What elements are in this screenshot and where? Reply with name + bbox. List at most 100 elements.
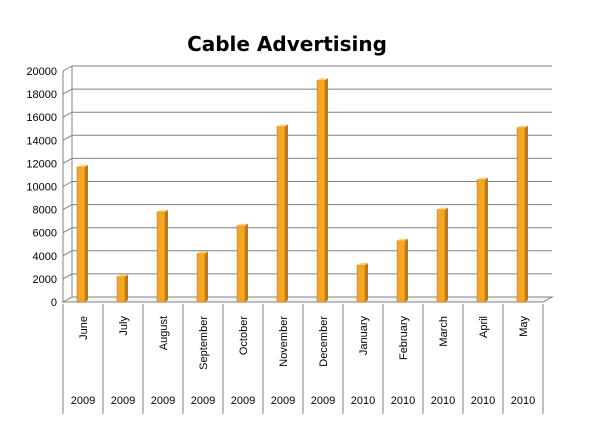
bar-front: [396, 240, 406, 303]
bar-side: [325, 78, 328, 303]
bar-side: [165, 209, 168, 302]
bar-top: [517, 125, 528, 128]
bar-side: [85, 164, 88, 302]
x-tick-label-year: 2009: [231, 395, 255, 407]
y-tick-label: 14000: [26, 135, 57, 147]
bar: [156, 209, 168, 303]
x-tick-label-month: July: [118, 316, 130, 336]
x-tick-label-month: September: [198, 316, 210, 370]
bar-top: [477, 177, 488, 180]
bar: [276, 124, 288, 303]
bar-top: [397, 238, 408, 241]
gridline-diagonal: [62, 250, 73, 257]
y-tick-label: 8000: [33, 205, 57, 217]
x-tick-label-year: 2010: [351, 395, 375, 407]
x-tick-label-year: 2009: [191, 395, 215, 407]
y-tick-label: 12000: [26, 158, 57, 170]
bar-front: [116, 276, 126, 303]
chart-floor: [61, 296, 554, 303]
x-tick-label-month: August: [158, 316, 170, 350]
bar-front: [356, 264, 366, 303]
gridline-diagonal: [62, 157, 73, 164]
bar-front: [476, 179, 486, 303]
y-tick-label: 20000: [26, 66, 57, 78]
bar-side: [485, 177, 488, 302]
bar-top: [117, 274, 128, 277]
x-axis-tick-labels: June 2009 July 2009 August 2009 September 2009 O…: [62, 304, 544, 414]
x-tick-label-month: November: [278, 316, 290, 367]
bar-front: [156, 211, 166, 303]
bar-top: [317, 78, 328, 81]
x-tick-label-year: 2009: [271, 395, 295, 407]
bar-front: [76, 166, 86, 303]
x-tick-label-month: April: [478, 316, 490, 338]
bar: [316, 78, 328, 303]
bar-front: [516, 127, 526, 303]
bar: [356, 263, 368, 303]
x-tick-label-month: June: [78, 316, 90, 340]
bar-side: [525, 125, 528, 302]
x-tick-label-month: January: [358, 316, 370, 356]
gridline-diagonal: [62, 134, 73, 141]
bar-side: [285, 124, 288, 302]
bar-top: [197, 251, 208, 254]
y-tick-label: 16000: [26, 112, 57, 124]
bar-front: [236, 225, 246, 303]
bar-side: [405, 238, 408, 302]
gridline-diagonal: [62, 65, 73, 72]
x-tick-label-year: 2009: [111, 395, 135, 407]
bar: [116, 274, 128, 303]
bar-side: [125, 274, 128, 302]
bar: [76, 164, 88, 303]
gridline-diagonal: [62, 181, 73, 187]
bar: [396, 238, 408, 303]
gridline-diagonal: [62, 273, 73, 280]
x-tick-label-year: 2009: [71, 395, 95, 407]
x-tick-label-year: 2010: [431, 395, 455, 407]
x-tick-label-month: October: [238, 316, 250, 355]
x-tick-label-month: March: [438, 316, 450, 347]
bars: [76, 78, 528, 303]
bar-side: [365, 263, 368, 302]
bar: [236, 223, 248, 303]
bar: [436, 207, 448, 303]
y-tick-label: 4000: [33, 251, 57, 263]
bar-side: [245, 223, 248, 302]
x-tick-label-year: 2010: [391, 395, 415, 407]
bar-top: [437, 207, 448, 210]
x-tick-label-month: May: [518, 316, 530, 337]
axes: [61, 66, 554, 303]
gridline-diagonal: [62, 111, 73, 118]
x-tick-label-year: 2009: [311, 395, 335, 407]
x-tick-label-year: 2010: [471, 395, 495, 407]
gridlines: [62, 65, 552, 280]
bar-top: [237, 223, 248, 226]
x-tick-label-month: December: [318, 316, 330, 367]
y-tick-label: 6000: [33, 228, 57, 240]
x-tick-label-year: 2010: [511, 395, 535, 407]
y-tick-label: 2000: [33, 274, 57, 286]
gridline-diagonal: [62, 227, 73, 234]
bar-front: [316, 79, 326, 303]
bar-top: [157, 209, 168, 212]
bar-side: [445, 207, 448, 302]
bar: [516, 125, 528, 303]
gridline-diagonal: [62, 88, 73, 95]
x-tick-label-year: 2009: [151, 395, 175, 407]
bar-top: [77, 164, 88, 167]
x-tick-label-month: February: [398, 316, 410, 361]
bar-front: [196, 253, 206, 303]
bar-side: [205, 251, 208, 302]
gridline-diagonal: [62, 204, 73, 211]
bar-top: [277, 124, 288, 127]
y-axis-tick-labels: 0 2000 4000 6000 8000 10000 12000 14000 16000 180…: [26, 66, 57, 309]
bar-front: [436, 209, 446, 303]
y-tick-label: 10000: [26, 182, 57, 194]
y-tick-label: 0: [51, 297, 57, 309]
chart-title: Cable Advertising: [187, 32, 387, 56]
bar: [476, 177, 488, 303]
bar: [196, 251, 208, 303]
bar-top: [357, 263, 368, 266]
y-tick-label: 18000: [26, 89, 57, 101]
